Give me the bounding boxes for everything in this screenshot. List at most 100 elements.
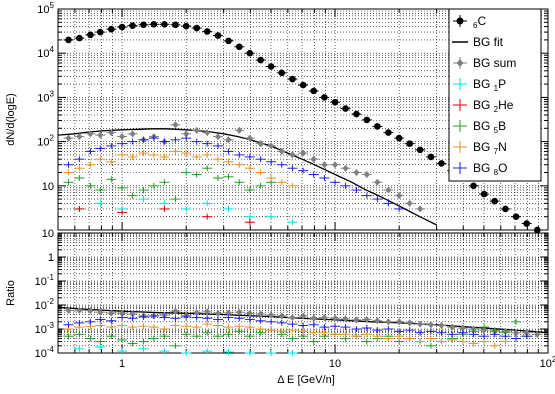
top-y-tick-label: 103 <box>37 89 54 104</box>
top-series-6c-point <box>502 205 509 213</box>
bottom-series-bg-7n-point <box>366 333 368 336</box>
bottom-series-bg-sum-point <box>278 312 285 320</box>
top-series-6c-point <box>385 129 392 136</box>
top-series-6c-point <box>416 146 424 154</box>
bottom-series-bg-1p-point <box>78 347 81 350</box>
bottom-y-tick-label: 10 <box>42 228 54 240</box>
top-series-bg-5b-point <box>174 198 177 200</box>
bottom-series-bg-7n-point <box>206 323 209 325</box>
top-series-bg-sum-point <box>268 142 275 150</box>
top-series-6c-point <box>235 43 243 51</box>
top-series-bg-7n-point <box>121 154 123 156</box>
bottom-series-bg-sum-point <box>172 307 179 315</box>
bottom-series-bg-7n-point <box>99 324 102 327</box>
bottom-series-bg-8o-point <box>217 318 219 321</box>
bottom-series-bg-sum-point <box>449 323 456 331</box>
bottom-series-bg-8o-point <box>259 319 262 322</box>
bottom-series-bg-5b-point <box>195 335 198 338</box>
top-series-6c-point <box>534 226 541 234</box>
bottom-series-bg-7n-point <box>227 326 230 328</box>
bottom-series-bg-7n-point <box>291 329 294 331</box>
bottom-series-bg-sum-point <box>214 309 221 317</box>
bottom-series-bg-5b-point <box>206 331 209 334</box>
top-series-bg-5b-point <box>185 171 188 174</box>
bottom-series-bg-5b-point <box>291 337 294 340</box>
bottom-series-bg-8o-point <box>153 315 155 317</box>
top-series-bg-sum-point <box>108 129 115 137</box>
bottom-series-bg-sum-point <box>257 310 264 318</box>
bottom-y-tick-label: 10-4 <box>35 345 55 360</box>
bottom-series-bg-7n-point <box>312 331 315 334</box>
bottom-series-bg-8o-point <box>291 323 294 325</box>
legend-entry-bg-7n-label: BG 7N <box>473 140 507 156</box>
bottom-series-bg-sum-point <box>417 320 424 328</box>
bottom-series-bg-sum-point <box>342 315 349 323</box>
top-series-bg-8o-point <box>89 150 92 153</box>
bottom-series-bg-sum-point <box>353 316 360 324</box>
top-series-bg-8o-point <box>291 167 294 170</box>
top-series-bg-8o-point <box>398 208 400 210</box>
top-series-bg-5b-point <box>67 181 70 184</box>
top-series-6c-point <box>65 36 72 44</box>
top-series-bg-7n-point <box>185 152 188 154</box>
bottom-series-bg-5b-point <box>504 331 507 334</box>
bottom-y-tick-label: 10-2 <box>35 297 55 312</box>
top-series-bg-sum-point <box>321 161 328 169</box>
top-series-bg-sum-point <box>183 130 190 138</box>
top-series-bg-5b-point <box>78 177 81 179</box>
bottom-series-bg-7n-point <box>174 324 177 327</box>
top-series-bg-7n-point <box>291 185 294 187</box>
top-series-bg-7n-point <box>270 177 272 179</box>
bottom-series-bg-sum-point <box>459 324 466 332</box>
top-series-bg-sum-point <box>396 192 403 200</box>
top-series-bg-8o-point <box>270 160 272 163</box>
top-series-bg-7n-point <box>206 154 209 156</box>
bottom-series-bg-7n-point <box>142 325 145 328</box>
bottom-series-bg-sum-point <box>65 306 72 314</box>
bottom-series-bg-8o-point <box>227 316 230 319</box>
bottom-series-bg-sum-point <box>374 317 381 325</box>
top-series-bg-8o-point <box>67 163 70 166</box>
bottom-series-bg-8o-point <box>67 323 70 326</box>
top-series-bg-2he-point <box>163 208 166 210</box>
bottom-series-bg-sum-point <box>225 309 232 317</box>
top-series-6c-point <box>289 75 296 83</box>
bottom-series-bg-1p-point <box>163 350 166 352</box>
top-series-6c-point <box>470 182 477 190</box>
top-series-bg-8o-point <box>163 140 166 143</box>
bottom-series-bg-7n-point <box>493 344 496 347</box>
bottom-series-bg-8o-point <box>419 331 421 334</box>
bottom-series-bg-sum-point <box>363 315 370 323</box>
top-series-6c-point <box>491 197 499 205</box>
top-series-bg-5b-point <box>110 178 113 181</box>
bottom-series-bg-8o-point <box>131 317 134 320</box>
top-series-bg-5b <box>63 165 277 203</box>
bottom-series-bg-5b-point <box>366 340 368 343</box>
bottom-series-bg-8o-point <box>238 317 241 320</box>
bottom-series-bg-5b-point <box>174 344 177 347</box>
bottom-y-tick-label: 10-1 <box>35 273 55 288</box>
bottom-series-bg-sum-point <box>246 309 253 317</box>
bottom-series-bg-5b-point <box>89 337 92 340</box>
bottom-series-bg-8o-point <box>163 316 166 319</box>
top-series-bg-8o-point <box>78 158 81 160</box>
bottom-series-bg-7n-point <box>461 340 464 343</box>
top-series-bg-7n <box>63 148 298 189</box>
bottom-series-bg-8o-point <box>408 329 411 331</box>
bottom-series-bg-sum-point <box>236 308 243 316</box>
bottom-series-bg-7n-point <box>398 335 400 338</box>
top-series-bg-sum-point <box>246 134 253 142</box>
bottom-series-bg-8o-point <box>493 333 496 336</box>
top-series-6c-point <box>299 81 307 89</box>
top-series-bg-1p-point <box>163 202 166 205</box>
top-series-bg-8o-point <box>387 202 390 205</box>
bottom-series-bg-sum-point <box>204 308 211 316</box>
top-series-bg-1p-point <box>185 208 188 210</box>
bottom-series-bg-8o-point <box>344 326 347 328</box>
top-series-bg-7n-point <box>280 181 283 184</box>
top-series-bg-2he-point <box>121 211 123 214</box>
top-series-bg-sum-point <box>417 205 424 213</box>
bottom-series-bg-8o-point <box>376 329 379 331</box>
bottom-series-bg-5b-point <box>302 335 304 338</box>
